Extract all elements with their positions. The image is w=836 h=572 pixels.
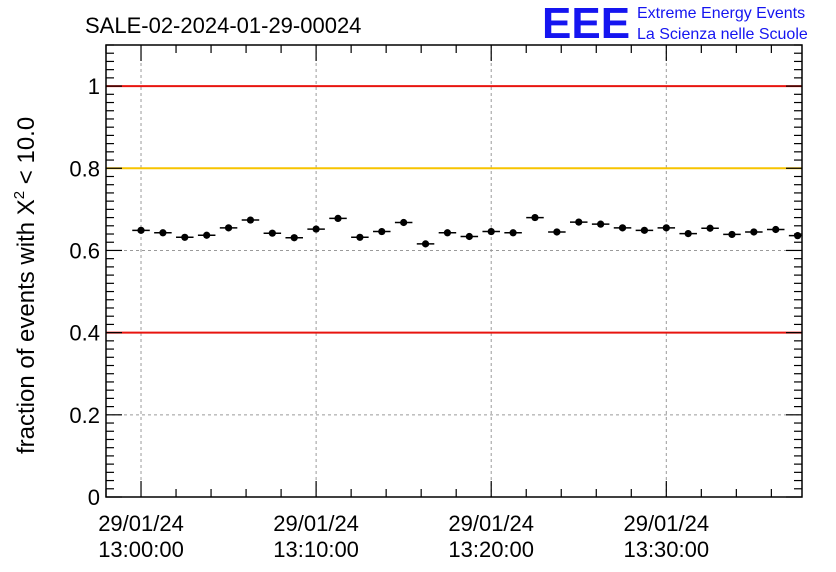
y-tick-label: 0.2 [69,403,100,428]
data-point [548,228,566,236]
point-marker [400,218,408,227]
data-point [701,224,719,232]
point-marker [487,227,495,236]
data-point [635,226,654,234]
data-point [613,224,632,232]
x-tick-label-date: 29/01/24 [623,511,709,536]
data-point [351,233,369,241]
data-point [197,231,216,239]
data-point [154,229,172,237]
y-tick-label: 0.4 [69,321,100,346]
logo-mark: EEE [542,0,630,48]
point-marker [378,227,386,236]
y-tick-label: 0.6 [69,238,100,263]
y-axis-label: fraction of events with X2 < 10.0 [11,117,40,454]
data-point [745,228,763,236]
point-marker [465,232,473,241]
data-point [132,226,150,234]
data-point [219,224,238,232]
data-point [788,232,802,240]
point-marker [137,226,145,234]
point-marker [224,224,233,232]
point-marker [575,218,583,226]
point-marker [706,224,714,232]
point-marker [684,230,692,238]
point-marker [356,233,364,241]
x-tick-label-date: 29/01/24 [273,511,359,536]
data-points [132,213,836,248]
data-point [460,232,479,241]
point-marker [553,228,561,236]
data-point [241,216,260,224]
point-marker [531,213,539,222]
x-tick-label-time: 13:00:00 [98,537,184,562]
x-tick-label-time: 13:10:00 [273,537,359,562]
x-axis: 29/01/2413:00:0029/01/2413:10:0029/01/24… [98,45,772,562]
point-marker [640,226,649,234]
y-axis-label-superscript: 2 [11,191,28,199]
point-marker [443,229,452,237]
point-marker [181,233,189,241]
y-tick-label: 0.8 [69,156,100,181]
x-tick-label-date: 29/01/24 [98,511,184,536]
data-point [394,218,413,227]
y-axis-label-main: fraction of events with X [13,199,40,454]
data-point [329,214,347,223]
y-axis-label-suffix: < 10.0 [13,117,40,191]
logo-line-2: La Scienza nelle Scuole [637,26,808,43]
y-axis: 0 0.2 0.4 0.6 0.8 1 [69,44,802,510]
point-marker [290,234,298,242]
eee-logo: EEE Extreme Energy Events La Scienza nel… [542,0,808,48]
x-tick-label-date: 29/01/24 [448,511,534,536]
y-tick-label: 1 [88,74,100,99]
data-point [570,218,588,226]
data-point [438,229,457,237]
x-tick-label-time: 13:30:00 [623,537,709,562]
point-marker [312,225,320,233]
point-marker [334,214,342,223]
data-point [679,230,697,238]
data-point [591,220,610,228]
point-marker [772,225,780,234]
chart-title: SALE-02-2024-01-29-00024 [85,13,361,38]
data-point [285,234,303,242]
point-marker [794,232,802,240]
point-marker [421,240,430,248]
logo-line-1: Extreme Energy Events [637,5,805,22]
data-point [416,240,435,248]
point-marker [662,224,670,232]
data-point [766,225,785,234]
y-tick-label: 0 [88,485,100,510]
data-point [373,227,391,236]
point-marker [597,220,605,228]
point-marker [728,230,736,239]
point-marker [268,229,276,237]
data-point [504,229,522,237]
point-marker [246,216,255,224]
point-marker [203,231,211,239]
data-point [833,226,836,233]
data-point [657,224,676,232]
data-point [307,225,325,233]
point-marker [159,229,167,237]
plot-frame [105,44,803,498]
point-marker [816,232,823,239]
data-point [811,232,829,239]
data-point [526,213,544,222]
x-tick-label-time: 13:20:00 [448,537,534,562]
data-point [723,230,741,239]
point-marker [750,228,758,236]
reference-lines [106,85,802,334]
point-marker [509,229,517,237]
data-point [482,227,500,236]
data-point [263,229,282,237]
point-marker [618,224,627,232]
data-point [176,233,194,241]
grid-lines [106,45,802,497]
